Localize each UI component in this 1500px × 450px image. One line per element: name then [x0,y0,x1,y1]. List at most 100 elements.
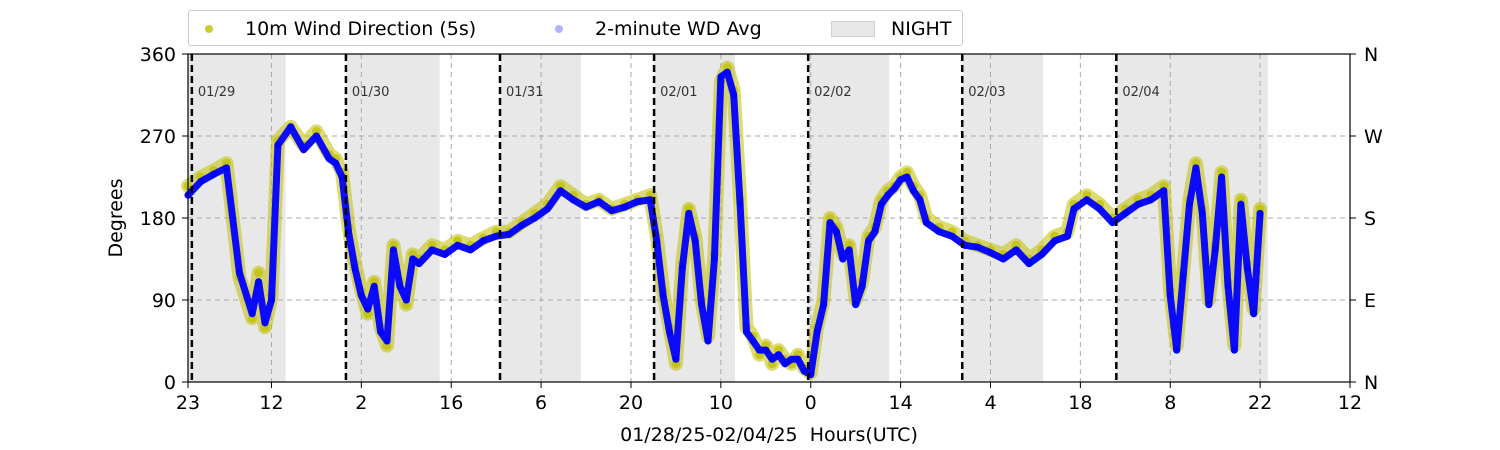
wd-avg-point [357,291,365,299]
wd-avg-point [467,246,474,254]
wd-avg-point [845,246,853,254]
wd-avg-point [287,123,295,131]
wd-avg-point [903,173,911,181]
wd-avg-point [1147,196,1155,204]
wd-avg-point [800,367,808,375]
x-tick-label: 18 [1068,392,1092,414]
wd-avg-point [518,221,526,229]
wd-avg-point [749,337,757,345]
x-tick-label: 14 [889,392,913,414]
wd-avg-point [698,301,706,309]
wd-avg-point [672,355,680,363]
wd-avg-point [441,250,449,258]
wd-avg-point [858,282,866,290]
legend-label-wd-avg: 2-minute WD Avg [595,18,762,40]
day-markers: 01/29 01/30 01/31 02/01 02/02 02/03 02/04 [190,54,1160,382]
wd-avg-point [415,260,423,268]
x-tick-label: 2 [355,392,367,414]
wd-avg-point [691,237,699,245]
wd-avg-point [377,328,385,336]
wd-avg-point [755,346,763,354]
wd-avg-point [1025,260,1033,268]
wd-avg-point [556,187,564,195]
wd-avg-point [1218,173,1226,181]
wd-avg-point [678,264,686,272]
wd-avg-point [479,237,487,245]
wd-avg-point [736,200,744,208]
wd-avg-point [197,178,205,186]
wd-avg-point [325,155,333,163]
wd-avg-point [582,203,590,211]
wd-avg-point [1096,205,1104,213]
wd-avg-point [1205,301,1213,309]
day-label: 02/02 [814,85,851,100]
wd-avg-point [312,132,320,140]
wd-avg-point [235,269,243,277]
day-label: 02/04 [1122,85,1159,100]
wd-avg-point [646,196,654,204]
y-tick-label: 0 [164,372,176,394]
wd-avg-point [351,264,359,272]
wd-avg-point [223,164,230,172]
wd-avg-point [332,159,340,167]
day-label: 01/30 [352,85,389,100]
wd-avg-point [505,230,513,238]
wd-avg-point [396,282,404,290]
wd-avg-point [402,296,410,304]
y-right-tick-label: N [1364,44,1378,66]
wd-avg-point [794,355,802,363]
wd-avg-point [775,351,783,359]
x-tick-label: 0 [805,392,817,414]
wd-avg-point [704,337,712,345]
wd-avg-point [1134,200,1142,208]
x-tick-label: 10 [709,392,733,414]
wd-avg-point [781,360,789,368]
wd-avg-point [595,198,603,206]
legend-item-wind-direction: 10m Wind Direction (5s) [193,18,476,40]
wd-avg-point [268,296,275,304]
wd-avg-point [1070,205,1078,213]
day-label: 01/29 [198,85,235,100]
wd-avg-point [492,232,500,240]
x-tick-label: 20 [619,392,643,414]
wd-avg-point [659,291,667,299]
legend-swatch-yellow-dot [205,25,213,33]
wd-avg-point [723,68,731,76]
wd-avg-point [1179,273,1187,281]
wd-avg-point [1192,164,1200,172]
wd-avg-point [1256,209,1264,217]
x-tick-label: 6 [535,392,547,414]
wd-avg-point [710,255,718,263]
wd-avg-point [832,228,840,236]
y-right-tick-label: S [1364,208,1376,230]
wd-avg-point [1166,291,1174,299]
wd-avg-point [1083,196,1091,204]
x-axis-label: 01/28/25-02/04/25 Hours(UTC) [620,424,918,446]
wd-avg-point [999,255,1007,263]
wd-avg-point [909,187,917,195]
wd-avg-point [877,200,885,208]
wd-avg-point [544,205,551,213]
wd-avg-point [1160,187,1168,195]
day-label: 02/03 [968,85,1005,100]
wd-avg-point [454,241,462,249]
wd-avg-point [685,209,693,217]
wd-avg-point [389,246,397,254]
wd-avg-point [1243,264,1251,272]
y-tick-label: 360 [140,44,176,66]
x-tick-label: 8 [1164,392,1176,414]
x-tick-label: 16 [439,392,463,414]
wd-avg-point [871,228,879,236]
wd-avg-point [569,196,577,204]
legend-item-night: NIGHT [831,18,951,40]
day-label: 02/01 [660,85,697,100]
data-points [181,60,1268,380]
wd-avg-point [987,249,994,257]
wd-avg-point [210,170,218,178]
y-right-tick-label: W [1364,126,1383,148]
legend-label-wind-direction: 10m Wind Direction (5s) [245,18,477,40]
x-tick-label: 23 [176,392,200,414]
wd-avg-point [762,346,770,354]
wd-avg-point [428,246,436,254]
